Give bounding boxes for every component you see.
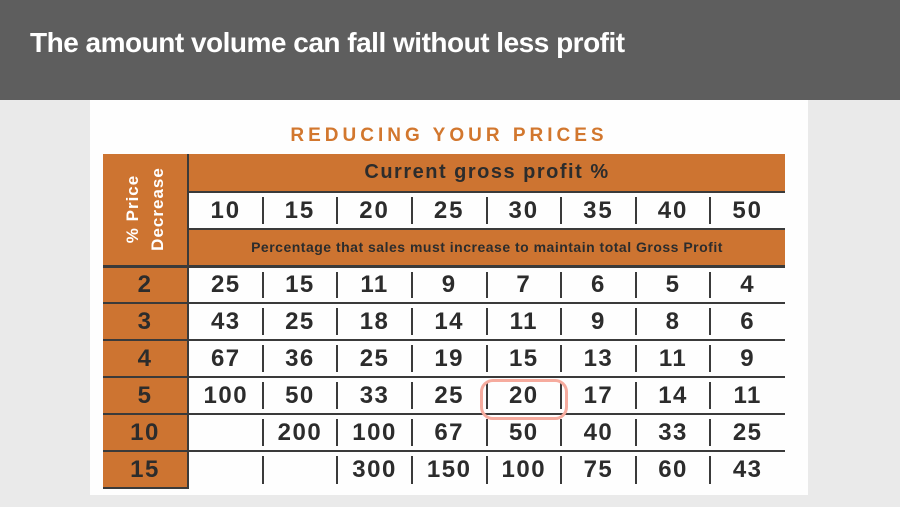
- slide-title: The amount volume can fall without less …: [30, 27, 625, 58]
- value-cell: 43: [709, 451, 785, 488]
- column-header: 35: [560, 191, 636, 230]
- row-label: 3: [103, 303, 189, 341]
- value-cell: 4: [709, 266, 785, 304]
- highlighted-value-cell: 20: [479, 377, 569, 420]
- row-group-header-line1: % Price: [123, 175, 142, 244]
- value-cell: 18: [336, 303, 412, 341]
- table-row: 15 300 150 100 75 60 43: [103, 451, 785, 489]
- title-banner: The amount volume can fall without less …: [0, 0, 900, 100]
- column-header: 40: [634, 191, 711, 230]
- row-label: 5: [103, 377, 189, 415]
- highlighted-value: 20: [508, 381, 539, 409]
- value-cell: 14: [410, 303, 487, 341]
- value-cell: 33: [336, 377, 412, 415]
- value-cell: 43: [188, 303, 263, 341]
- column-header: 10: [188, 191, 263, 230]
- value-cell: 100: [188, 377, 263, 415]
- subheader-row: Percentage that sales must increase to m…: [103, 229, 785, 268]
- value-cell: 17: [560, 377, 636, 415]
- slide: The amount volume can fall without less …: [0, 0, 900, 495]
- value-cell: 50: [261, 377, 338, 415]
- value-cell: [188, 451, 263, 488]
- table-row: 2 25 15 11 9 7 6 5 4: [103, 266, 785, 304]
- value-cell: 11: [336, 266, 412, 304]
- value-cell: 15: [261, 266, 338, 304]
- subheader-cell: Percentage that sales must increase to m…: [188, 229, 785, 268]
- value-cell: 100: [485, 451, 562, 488]
- value-cell: 25: [410, 377, 487, 415]
- table-row: 5 100 50 33 25 20 17 14 11: [103, 377, 785, 420]
- value-cell: 9: [410, 266, 487, 304]
- value-cell: 200: [261, 414, 338, 452]
- value-cell: 9: [709, 340, 785, 378]
- column-header: 30: [485, 191, 562, 230]
- table-heading: REDUCING YOUR PRICES: [290, 125, 608, 146]
- value-cell: [188, 414, 263, 452]
- column-group-header-row: % Price Decrease Current gross profit %: [103, 154, 785, 268]
- value-cell: 11: [634, 340, 711, 378]
- value-cell: 5: [634, 266, 711, 304]
- row-group-header-line2: Decrease: [148, 167, 167, 252]
- value-cell: 36: [261, 340, 338, 378]
- row-group-header-label: % Price Decrease: [120, 167, 170, 251]
- row-group-header-cell: % Price Decrease: [103, 154, 189, 268]
- value-cell: 150: [410, 451, 487, 488]
- value-cell: 300: [336, 451, 412, 488]
- value-cell: 25: [336, 340, 412, 378]
- value-cell: 14: [634, 377, 711, 415]
- value-cell: 7: [485, 266, 562, 304]
- row-label: 10: [103, 414, 189, 452]
- value-cell: 6: [560, 266, 636, 304]
- value-cell: 33: [634, 414, 711, 452]
- value-cell: [261, 451, 338, 488]
- value-cell: 11: [709, 377, 785, 415]
- value-cell: 25: [188, 266, 263, 304]
- value-cell: 13: [560, 340, 636, 378]
- row-label: 15: [103, 451, 189, 489]
- row-label: 2: [103, 266, 189, 304]
- table-row: 4 67 36 25 19 15 13 11 9: [103, 340, 785, 378]
- value-cell: 11: [485, 303, 562, 341]
- value-cell: 60: [634, 451, 711, 488]
- value-cell: 25: [261, 303, 338, 341]
- value-cell: 50: [485, 414, 562, 452]
- value-cell: 8: [634, 303, 711, 341]
- value-cell: 15: [485, 340, 562, 378]
- row-label: 4: [103, 340, 189, 378]
- table-row: 10 200 100 67 50 40 33 25: [103, 414, 785, 452]
- value-cell: 19: [410, 340, 487, 378]
- value-cell: 9: [560, 303, 636, 341]
- column-header-row: 10 15 20 25 30 35 40 50: [103, 191, 785, 230]
- column-header: 50: [709, 191, 785, 230]
- value-cell: 75: [560, 451, 636, 488]
- price-reduction-table: % Price Decrease Current gross profit % …: [103, 154, 785, 489]
- content-panel: REDUCING YOUR PRICES % Price Decrease Cu…: [90, 100, 808, 495]
- column-header: 15: [261, 191, 338, 230]
- column-header: 20: [336, 191, 412, 230]
- value-cell: 67: [410, 414, 487, 452]
- column-header: 25: [410, 191, 487, 230]
- value-cell: 40: [560, 414, 636, 452]
- value-cell: 67: [188, 340, 263, 378]
- value-cell: 100: [336, 414, 412, 452]
- column-group-header-cell: Current gross profit %: [188, 154, 785, 192]
- value-cell: 25: [709, 414, 785, 452]
- value-cell: 6: [709, 303, 785, 341]
- table-row: 3 43 25 18 14 11 9 8 6: [103, 303, 785, 341]
